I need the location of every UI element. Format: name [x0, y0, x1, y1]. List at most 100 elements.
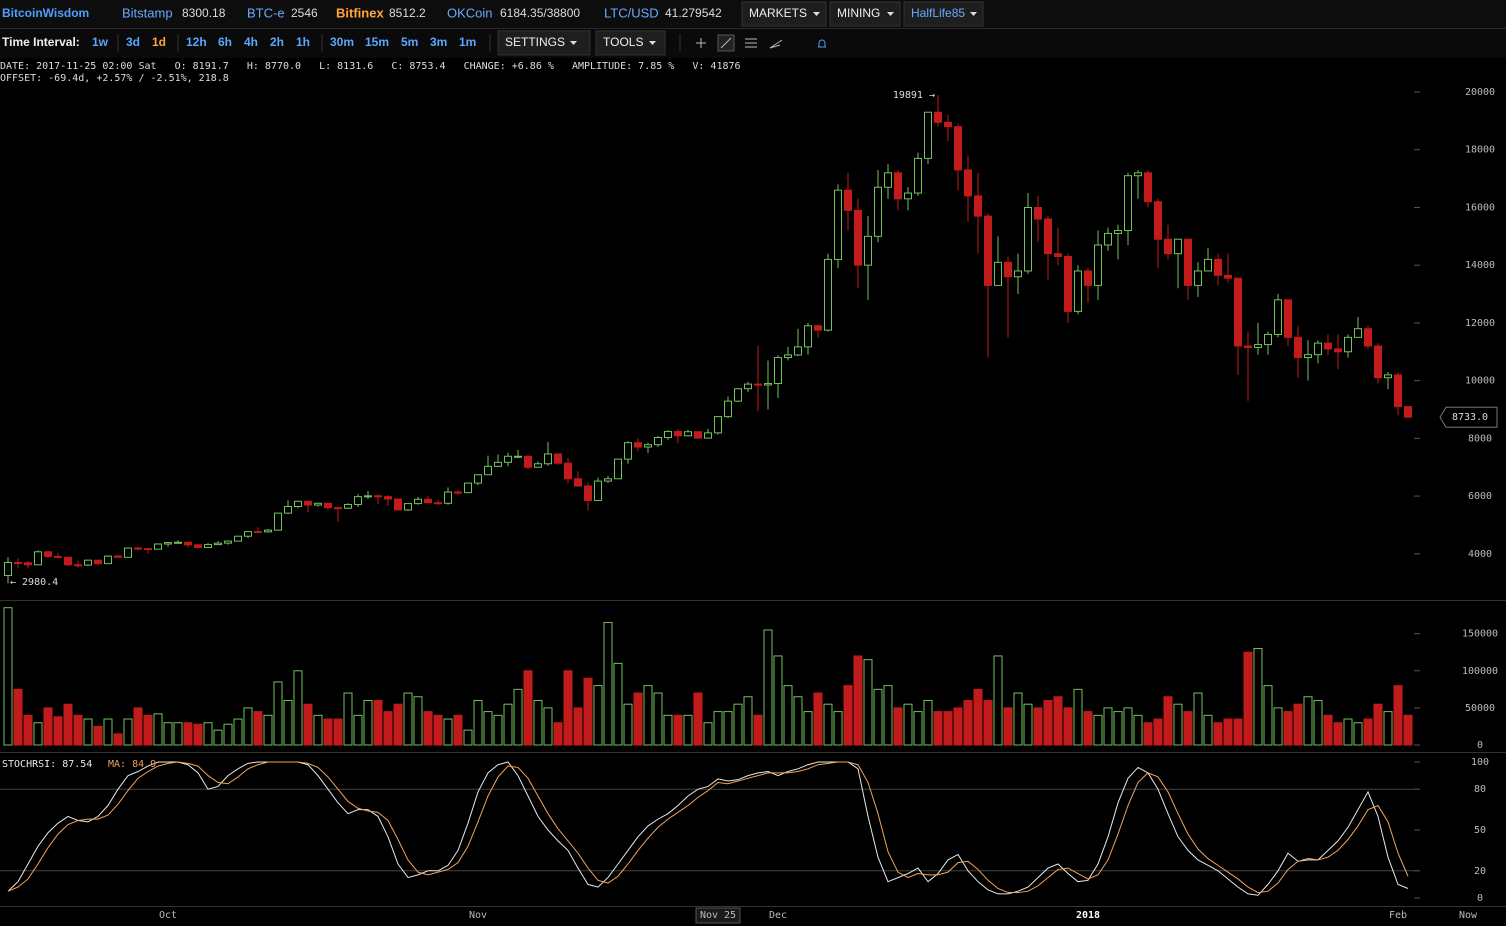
- exchange[interactable]: Bitstamp: [122, 5, 173, 20]
- volume-bar: [123, 718, 133, 746]
- candle-body: [494, 461, 502, 467]
- volume-bar: [1093, 714, 1103, 746]
- menu-label[interactable]: HalfLife85: [911, 6, 965, 20]
- exchange[interactable]: OKCoin: [447, 5, 493, 20]
- candle-body: [1134, 172, 1142, 177]
- candle-body: [164, 542, 172, 545]
- interval[interactable]: 1m: [459, 35, 476, 49]
- volume-bar: [473, 699, 483, 746]
- volume-bar: [433, 714, 443, 746]
- candle-body: [1024, 206, 1032, 272]
- candle-body: [1264, 333, 1272, 346]
- candle-body: [1304, 354, 1312, 359]
- interval[interactable]: 1h: [296, 35, 310, 49]
- volume-bar: [423, 711, 433, 746]
- price: 8300.18: [182, 6, 226, 20]
- volume-bar: [453, 714, 463, 746]
- interval[interactable]: 1w: [92, 35, 109, 49]
- volume-bar: [373, 699, 383, 746]
- volume-bar: [1213, 722, 1223, 746]
- candle-body: [1094, 244, 1102, 286]
- candle-body: [534, 463, 542, 468]
- exchange[interactable]: BTC-e: [247, 5, 285, 20]
- candle-body: [514, 455, 522, 458]
- volume-bar: [873, 688, 883, 746]
- volume-bar: [793, 696, 803, 746]
- interval[interactable]: 15m: [365, 35, 389, 49]
- candle-body: [144, 548, 152, 551]
- volume-bar: [163, 722, 173, 746]
- volume-bar: [1263, 685, 1273, 746]
- candle-body: [94, 559, 102, 565]
- candle-body: [394, 498, 402, 511]
- candle-body: [714, 416, 722, 434]
- interval[interactable]: 4h: [244, 35, 258, 49]
- volume-bar: [323, 718, 333, 746]
- volume-bar: [43, 707, 53, 746]
- volume-bar: [443, 718, 453, 746]
- tool-icons[interactable]: [696, 34, 826, 52]
- candle-body: [1174, 238, 1182, 255]
- volume-bar: [713, 711, 723, 746]
- candle-body: [794, 346, 802, 356]
- interval[interactable]: 12h: [186, 35, 207, 49]
- interval[interactable]: 3d: [126, 35, 140, 49]
- price: 8512.2: [389, 6, 426, 20]
- volume-bar: [953, 707, 963, 746]
- volume-bar: [183, 722, 193, 746]
- menu-button[interactable]: [595, 30, 666, 56]
- exchange[interactable]: LTC/USD: [604, 5, 659, 20]
- candle-body: [704, 432, 712, 439]
- candle-body: [844, 189, 852, 211]
- candle-body: [744, 383, 752, 390]
- candle-body: [474, 474, 482, 484]
- info-line: OFFSET: -69.4d, +2.57% / -2.51%, 218.8: [0, 73, 229, 84]
- menu-label[interactable]: TOOLS: [603, 35, 643, 49]
- x-label-box: [695, 907, 741, 924]
- menu-button[interactable]: [903, 1, 984, 27]
- max-label: 19891 →: [893, 90, 935, 101]
- interval[interactable]: 3m: [430, 35, 447, 49]
- y-tick-label: 4000: [1468, 549, 1492, 560]
- volume-bar: [1113, 711, 1123, 746]
- interval[interactable]: 6h: [218, 35, 232, 49]
- menu-label[interactable]: SETTINGS: [505, 35, 565, 49]
- interval[interactable]: 30m: [330, 35, 354, 49]
- volume-bar: [543, 707, 553, 746]
- candle-body: [24, 562, 32, 566]
- volume-bar: [213, 729, 223, 746]
- volume-bar: [293, 670, 303, 746]
- x-tick-label: Now: [1459, 910, 1478, 921]
- candle-body: [804, 325, 812, 348]
- interval[interactable]: 5m: [401, 35, 418, 49]
- candle-body: [414, 498, 422, 505]
- candle-body: [424, 498, 432, 504]
- volume-bar: [723, 711, 733, 746]
- candle-body: [614, 458, 622, 480]
- volume-bar: [133, 707, 143, 746]
- volume-bar: [53, 716, 63, 746]
- menu-button[interactable]: [741, 1, 827, 27]
- volume-bar: [153, 713, 163, 746]
- y-tick-label: 16000: [1465, 202, 1495, 213]
- candle-body: [924, 111, 932, 159]
- volume-bar: [523, 670, 533, 746]
- candle-body: [314, 502, 322, 506]
- volume-bar: [663, 714, 673, 746]
- candle-body: [734, 388, 742, 402]
- volume-bar: [1043, 699, 1053, 746]
- candle-body: [464, 482, 472, 494]
- brand[interactable]: BitcoinWisdom: [2, 6, 89, 20]
- menu-label[interactable]: MINING: [837, 6, 880, 20]
- candle-body: [294, 500, 302, 507]
- exchange[interactable]: Bitfinex: [336, 5, 384, 20]
- volume-bar: [1233, 718, 1243, 746]
- y-tick-label: 80: [1474, 784, 1486, 795]
- menu-button[interactable]: [829, 1, 901, 27]
- interval[interactable]: 1d: [152, 35, 166, 49]
- y-tick-label: 100000: [1462, 666, 1498, 677]
- menu-label[interactable]: MARKETS: [749, 6, 807, 20]
- candle-body: [1244, 345, 1252, 348]
- interval[interactable]: 2h: [270, 35, 284, 49]
- candle-body: [454, 491, 462, 494]
